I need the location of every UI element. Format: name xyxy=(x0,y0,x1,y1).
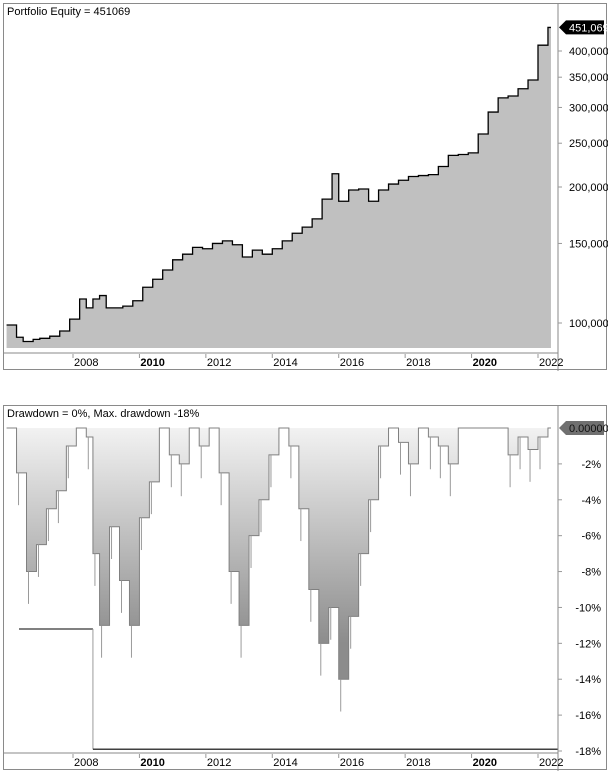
y-axis-tick-label: 100,000 xyxy=(569,318,608,330)
equity-chart-svg: 2008 2010 2012 2014 2016 2018 2020 2022 400,000 3… xyxy=(4,4,608,371)
y-axis-tick-label: -16% xyxy=(575,710,601,722)
drawdown-chart-title: Drawdown = 0%, Max. drawdown -18% xyxy=(7,408,200,420)
y-axis-tick-label: -18% xyxy=(575,746,601,758)
x-axis-year-label: 2022 xyxy=(539,757,563,769)
x-axis-year-label: 2008 xyxy=(74,757,98,769)
y-axis-tick-label: 300,000 xyxy=(569,102,608,114)
equity-area xyxy=(6,27,551,349)
x-axis-year-label: 2018 xyxy=(406,757,430,769)
y-axis-tick-label: -8% xyxy=(581,567,601,579)
equity-chart-title: Portfolio Equity = 451069 xyxy=(7,6,131,18)
x-axis-year-label: 2014 xyxy=(273,757,297,769)
svg-text:451,069: 451,069 xyxy=(569,22,608,34)
x-axis-year-label: 2016 xyxy=(340,757,364,769)
equity-line xyxy=(6,26,551,343)
x-axis-year-label: 2014 xyxy=(273,357,297,369)
y-axis-tick-label: -4% xyxy=(581,495,601,507)
equity-chart-panel: Portfolio Equity = 451069 2008 2010 2012 20… xyxy=(3,3,608,371)
y-axis-tick-label: 400,000 xyxy=(569,46,608,58)
y-axis-tick-label: 200,000 xyxy=(569,182,608,194)
x-axis-year-label: 2008 xyxy=(74,357,98,369)
y-axis-tick-label: -12% xyxy=(575,638,601,650)
x-axis-year-label: 2022 xyxy=(539,357,563,369)
drawdown-line xyxy=(6,427,551,680)
x-axis-year-label: 2012 xyxy=(207,757,231,769)
y-axis-tick-label: -2% xyxy=(581,459,601,471)
x-axis-year-label: 2010 xyxy=(140,357,164,369)
drawdown-chart-panel: Drawdown = 0%, Max. drawdown -18% 2008 20… xyxy=(3,405,608,771)
y-axis-tick-label: 250,000 xyxy=(569,138,608,150)
x-axis-year-label: 2012 xyxy=(207,357,231,369)
x-axis-year-label: 2016 xyxy=(340,357,364,369)
y-axis-tick-label: -14% xyxy=(575,674,601,686)
current-equity-tag: 451,069 xyxy=(559,20,608,35)
y-axis-tick-label: 150,000 xyxy=(569,238,608,250)
current-drawdown-tag: 0.00000 xyxy=(559,421,608,435)
x-axis-year-label: 2010 xyxy=(140,757,164,769)
y-axis-tick-label: -10% xyxy=(575,602,601,614)
drawdown-chart-svg: 2008 2010 2012 2014 2016 2018 2020 2022 -2% -4% -6… xyxy=(4,406,608,771)
y-axis-tick-label: 350,000 xyxy=(569,72,608,84)
x-axis-year-label: 2020 xyxy=(473,757,497,769)
y-axis-tick-label: -6% xyxy=(581,531,601,543)
x-axis-year-label: 2018 xyxy=(406,357,430,369)
drawdown-area xyxy=(6,428,551,680)
svg-text:0.00000: 0.00000 xyxy=(569,423,608,435)
x-axis-year-label: 2020 xyxy=(473,357,497,369)
